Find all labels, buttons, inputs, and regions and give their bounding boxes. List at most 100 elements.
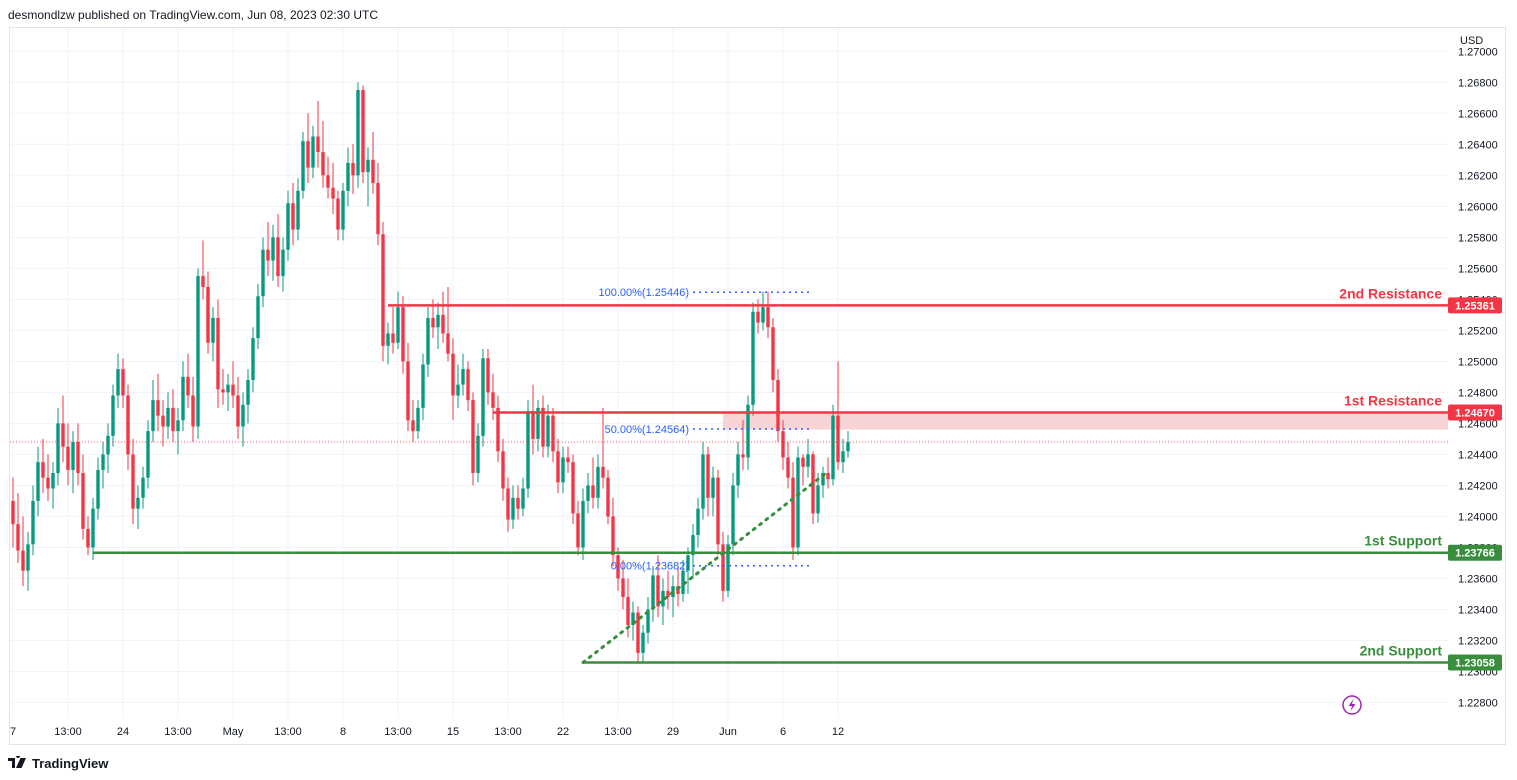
- candle: [471, 392, 475, 486]
- y-tick-label: 1.23600: [1458, 573, 1498, 585]
- level-label: 1st Support: [1364, 533, 1442, 549]
- candle-body: [686, 555, 690, 571]
- candle: [306, 113, 310, 184]
- candle: [296, 178, 300, 241]
- candle-body: [76, 442, 80, 474]
- lightning-icon[interactable]: [1342, 695, 1362, 715]
- candle: [826, 457, 830, 489]
- candle-body: [821, 473, 825, 486]
- candle: [121, 358, 125, 408]
- candle-body: [826, 473, 830, 480]
- candle-body: [191, 395, 195, 427]
- candle-body: [481, 358, 485, 436]
- candle-body: [306, 141, 310, 168]
- candle-body: [571, 462, 575, 514]
- candle-body: [231, 384, 235, 396]
- candle: [466, 361, 470, 411]
- price-tag: 1.24670: [1448, 404, 1502, 421]
- candle-body: [631, 612, 635, 625]
- candle-body: [816, 485, 820, 514]
- resistance-zone: [723, 412, 1448, 430]
- chart-frame[interactable]: 100.00%(1.25446) 50.00%(1.24564) 0.00%(1.2…: [9, 27, 1506, 745]
- candle-body: [241, 404, 245, 427]
- candle-body: [566, 457, 570, 463]
- candle-body: [716, 477, 720, 545]
- candle-body: [201, 276, 205, 287]
- candle-body: [81, 473, 85, 529]
- candle-body: [271, 237, 275, 261]
- candle-body: [781, 431, 785, 458]
- y-tick-label: 1.25800: [1458, 232, 1498, 244]
- candle-body: [426, 317, 430, 365]
- candle-body: [331, 187, 335, 199]
- x-tick-label: 7: [10, 726, 16, 738]
- candle: [596, 454, 600, 509]
- price-tag-bg: [1448, 297, 1502, 314]
- candle-body: [116, 369, 120, 396]
- candle: [796, 446, 800, 556]
- candle: [211, 307, 215, 362]
- candle: [71, 431, 75, 494]
- candle: [261, 237, 265, 308]
- candle: [636, 606, 640, 664]
- candle-body: [681, 570, 685, 594]
- candle: [536, 400, 540, 452]
- candle: [376, 162, 380, 246]
- candle-body: [401, 307, 405, 362]
- candle: [416, 400, 420, 439]
- candle: [171, 389, 175, 442]
- candle: [461, 353, 465, 396]
- candle: [561, 446, 565, 494]
- candle-body: [161, 415, 165, 427]
- candle: [11, 477, 15, 548]
- candle-body: [136, 497, 140, 509]
- candle-body: [96, 469, 100, 509]
- candle: [736, 442, 740, 498]
- candle-body: [691, 535, 695, 556]
- candle: [456, 364, 460, 408]
- time-axis[interactable]: 7 13:00 24 13:00 May 13:00 8 13:00 15 13:00 22 13:0…: [10, 726, 844, 738]
- candle-body: [661, 590, 665, 607]
- candle: [726, 535, 730, 598]
- fib-level-label: 100.00%(1.25446): [598, 287, 689, 299]
- price-tag-text: 1.25361: [1455, 300, 1495, 312]
- candle-body: [666, 590, 670, 598]
- candle: [271, 224, 275, 281]
- y-tick-label: 1.25600: [1458, 263, 1498, 275]
- candle: [526, 400, 530, 498]
- x-tick-label: 12: [832, 726, 844, 738]
- price-tag: 1.23766: [1448, 544, 1502, 561]
- candle: [806, 438, 810, 478]
- candle: [386, 322, 390, 365]
- y-tick-label: 1.24800: [1458, 387, 1498, 399]
- candle: [831, 404, 835, 486]
- candle-body: [766, 307, 770, 328]
- candle: [276, 214, 280, 287]
- candle: [51, 462, 55, 509]
- candle: [366, 147, 370, 207]
- candle: [256, 283, 260, 349]
- candlestick-chart[interactable]: 100.00%(1.25446) 50.00%(1.24564) 0.00%(1.2…: [10, 28, 1505, 744]
- candle-body: [551, 415, 555, 452]
- x-tick-label: 8: [340, 726, 346, 738]
- candle: [36, 446, 40, 517]
- candle-body: [256, 296, 260, 339]
- candle-body: [771, 327, 775, 380]
- x-tick-label: 15: [447, 726, 459, 738]
- candle: [646, 597, 650, 644]
- candle-body: [521, 488, 525, 509]
- level-label: 1st Resistance: [1344, 393, 1442, 409]
- candle-body: [516, 497, 520, 509]
- candle-body: [431, 317, 435, 328]
- x-tick-label: Jun: [719, 726, 737, 738]
- candle: [666, 570, 670, 610]
- candle-body: [596, 466, 600, 498]
- candle: [351, 144, 355, 194]
- candle: [401, 296, 405, 374]
- y-tick-label: 1.26200: [1458, 170, 1498, 182]
- candle: [631, 601, 635, 641]
- candle: [31, 485, 35, 556]
- candle: [321, 121, 325, 188]
- candle-body: [361, 90, 365, 173]
